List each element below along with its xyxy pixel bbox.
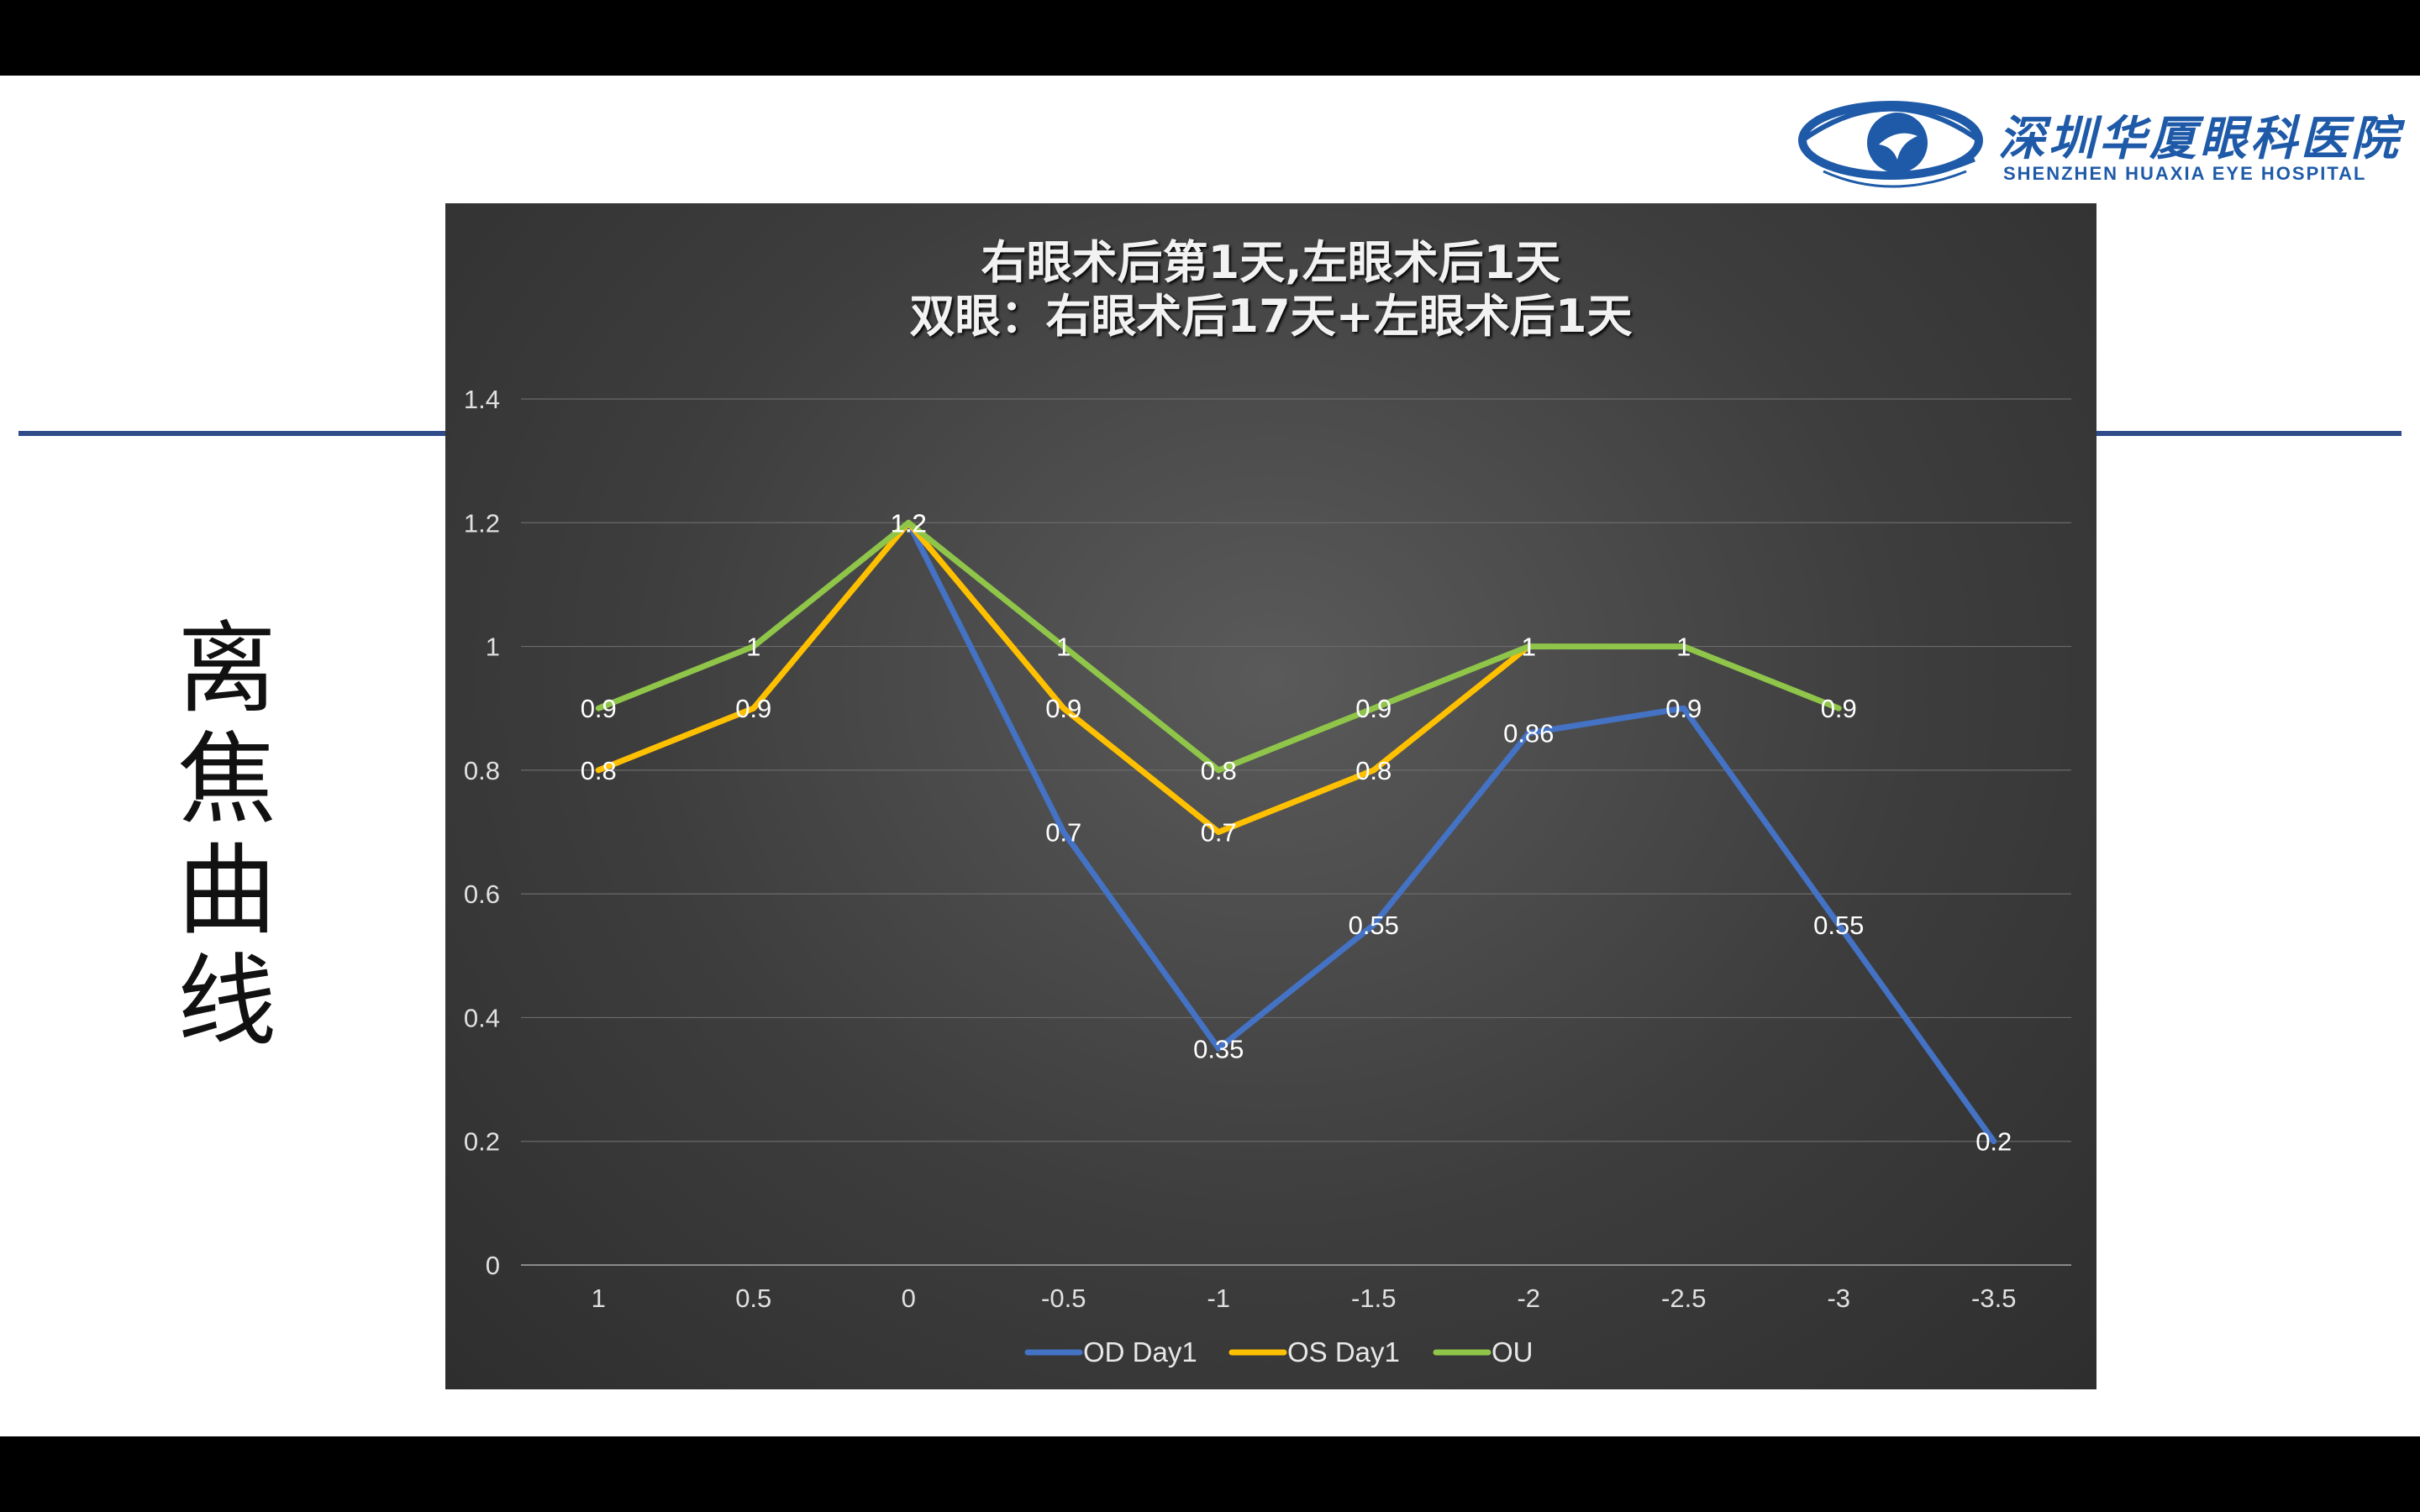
letterbox-top — [0, 0, 2420, 76]
x-tick-label: -1 — [1207, 1284, 1230, 1313]
x-tick-label: 1 — [592, 1284, 606, 1313]
data-label: 0.8 — [1355, 756, 1392, 785]
logo-name-en: SHENZHEN HUAXIA EYE HOSPITAL — [2003, 163, 2367, 184]
legend-label: OS Day1 — [1287, 1336, 1400, 1368]
data-label: 1 — [1522, 633, 1536, 662]
data-label: 0.7 — [1201, 818, 1237, 848]
data-label: 0.35 — [1193, 1034, 1244, 1063]
chart-title-line-1: 右眼术后第1天,左眼术后1天 — [981, 236, 1561, 289]
data-label: 0.8 — [581, 756, 617, 785]
hospital-logo: 深圳华厦眼科医院 SHENZHEN HUAXIA EYE HOSPITAL — [1798, 94, 2398, 195]
data-label: 0.9 — [735, 694, 771, 723]
data-label: 1 — [1522, 633, 1536, 662]
chart-title-line-2: 双眼：右眼术后17天+左眼术后1天 — [909, 290, 1633, 343]
x-tick-label: 0 — [902, 1284, 916, 1313]
data-label: 1 — [746, 633, 760, 662]
x-tick-label: -1.5 — [1351, 1284, 1396, 1313]
x-tick-label: -2.5 — [1661, 1284, 1706, 1313]
side-title: 离焦曲线 — [176, 611, 276, 1059]
y-tick-label: 1.2 — [464, 508, 500, 538]
data-label: 0.9 — [581, 694, 617, 723]
series-line-od-day1 — [905, 519, 1997, 1145]
data-label: 0.2 — [1975, 1127, 2012, 1157]
eye-logo-icon — [1798, 101, 1983, 188]
y-tick-label: 0.8 — [464, 756, 500, 785]
data-label: 0.86 — [1503, 719, 1554, 748]
series-line-ou — [595, 519, 1842, 774]
divider-left — [18, 431, 445, 436]
x-tick-label: -2 — [1517, 1284, 1540, 1313]
x-tick-label: -3.5 — [1971, 1284, 2016, 1313]
data-label: 1 — [1676, 633, 1691, 662]
data-label: 0.7 — [1045, 818, 1081, 848]
x-tick-label: -3 — [1827, 1284, 1850, 1313]
data-label: 1.2 — [891, 508, 927, 538]
data-label: 0.9 — [1045, 694, 1081, 723]
y-tick-label: 0.6 — [464, 879, 500, 909]
data-label: 1.2 — [891, 508, 927, 538]
data-label: 0.55 — [1813, 911, 1864, 940]
legend-label: OD Day1 — [1083, 1336, 1197, 1368]
data-label: 0.9 — [1665, 694, 1702, 723]
data-label: 1 — [1056, 633, 1071, 662]
y-tick-label: 0.2 — [464, 1127, 500, 1157]
chart-plot-area: 0 0.2 0.4 0.6 0.8 1 1.2 1.4 1 0.5 0 -0.5 -1 -1.5 -2 -2.… — [464, 385, 2071, 1368]
data-label: 0.55 — [1349, 911, 1399, 940]
data-label: 0.9 — [1355, 694, 1392, 723]
data-label: 0.8 — [1201, 756, 1237, 785]
data-label: 1.2 — [891, 508, 927, 538]
defocus-curve-chart: 右眼术后第1天,左眼术后1天 双眼：右眼术后17天+左眼术后1天 0 0.2 0.4… — [445, 203, 2096, 1389]
x-tick-label: -0.5 — [1041, 1284, 1086, 1313]
x-tick-label: 0.5 — [735, 1284, 771, 1313]
data-label: 0.9 — [1821, 694, 1857, 723]
y-tick-label: 0 — [486, 1251, 500, 1280]
letterbox-bottom — [0, 1436, 2420, 1512]
y-tick-label: 1 — [486, 633, 500, 662]
y-tick-label: 0.4 — [464, 1003, 500, 1032]
logo-name-cn: 深圳华厦眼科医院 — [1998, 112, 2402, 166]
series-line-os-day1 — [595, 519, 1532, 835]
y-tick-label: 1.4 — [464, 385, 500, 414]
legend-label: OU — [1491, 1336, 1534, 1368]
divider-right — [2096, 431, 2402, 436]
